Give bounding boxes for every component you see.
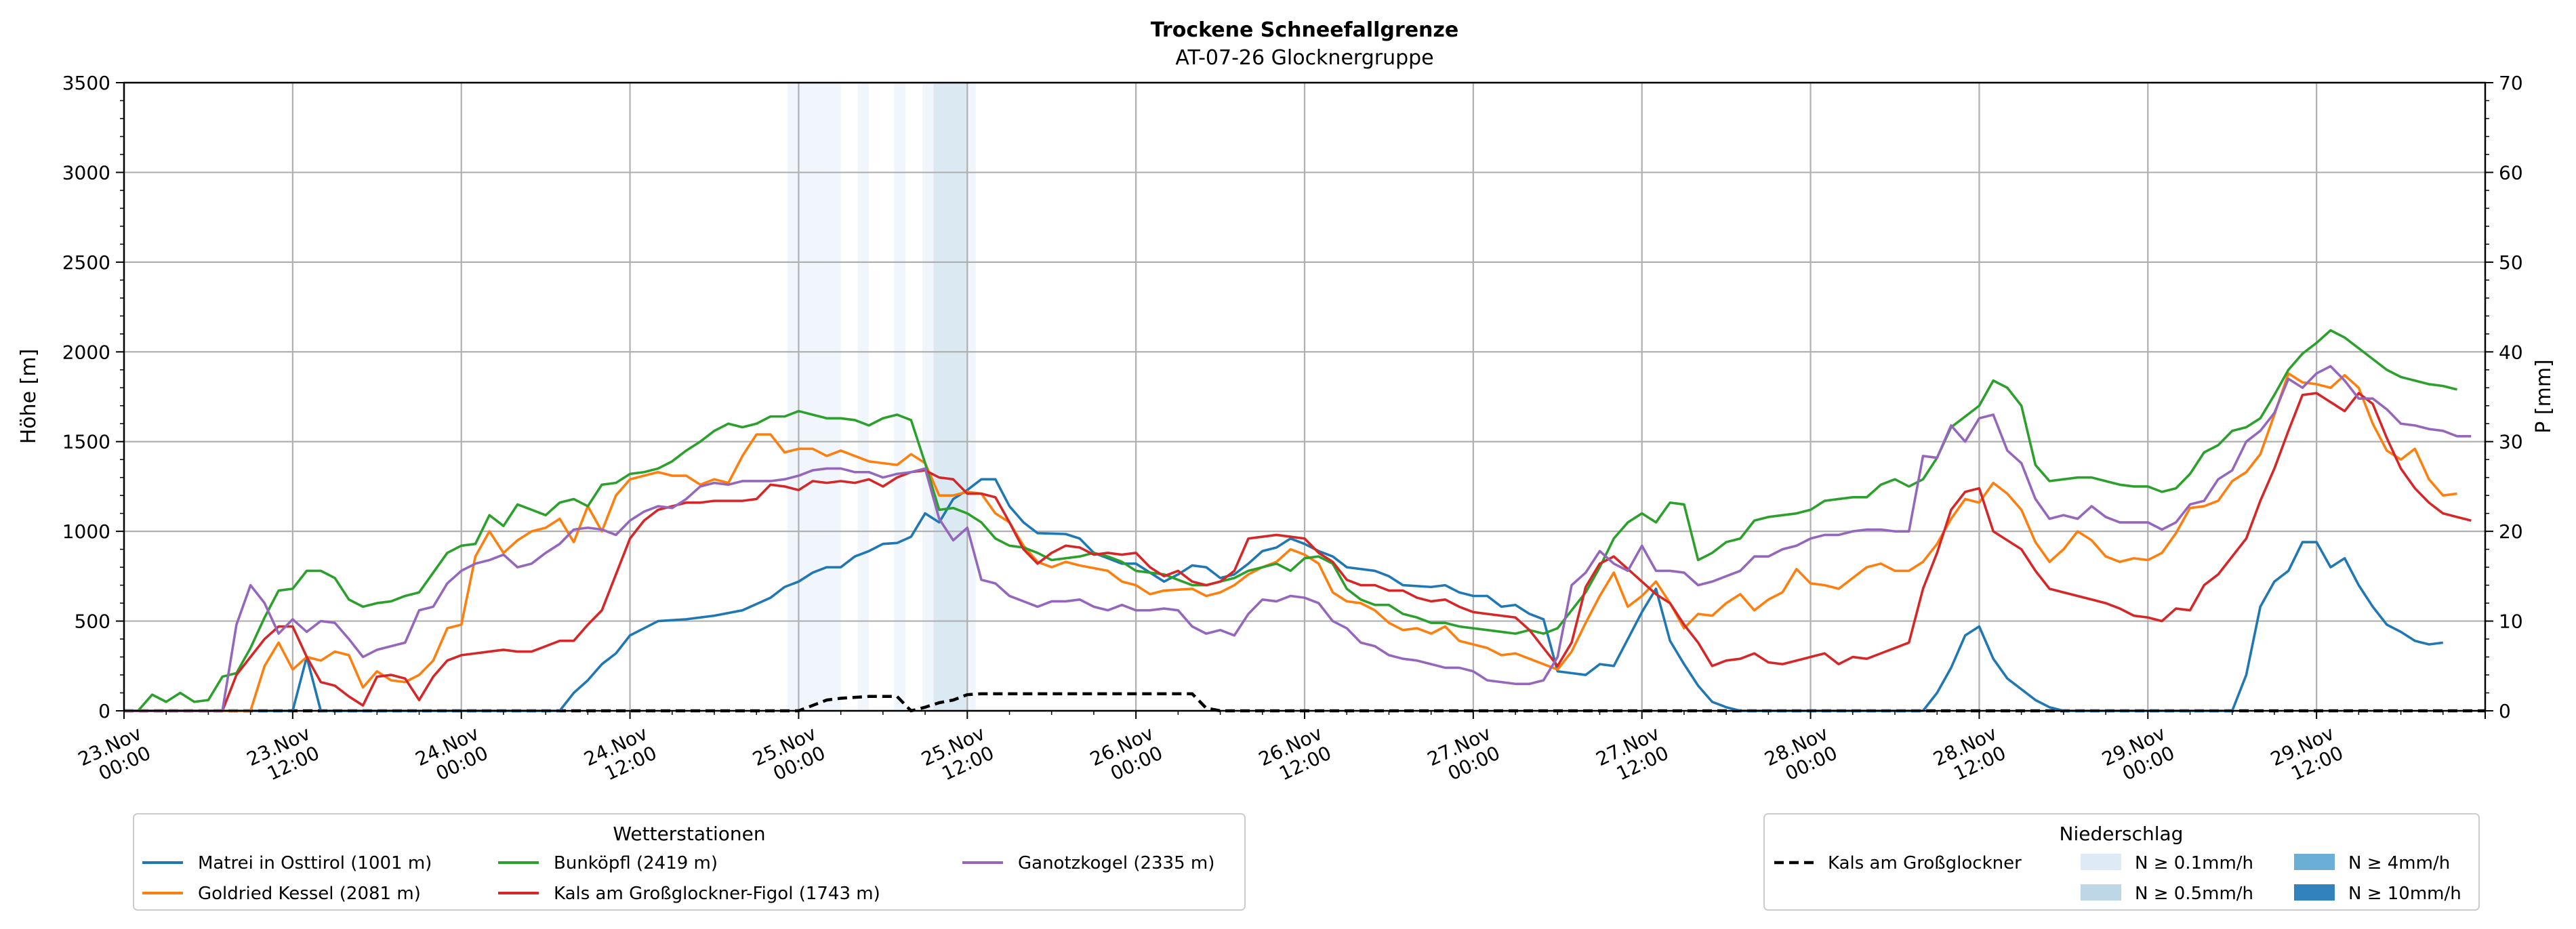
x-tick-label: 27.Nov12:00 [1593, 722, 1672, 790]
x-tick-label: 26.Nov00:00 [1086, 722, 1166, 790]
y-tick-label: 2000 [62, 341, 110, 363]
x-tick-label: 23.Nov00:00 [75, 722, 154, 790]
precip-series [124, 692, 2485, 713]
axes: 0 500 1000 1500 2000 2500 3000 3500 0 10 20 30 40 50 6… [62, 72, 2523, 790]
x-tick-label: 25.Nov00:00 [750, 722, 829, 790]
y2-tick-label: 60 [2499, 161, 2523, 184]
x-tick-label: 27.Nov00:00 [1424, 722, 1503, 790]
station-legend-label: Kals am Großglockner-Figol (1743 m) [554, 884, 880, 904]
y2-axis-label: P [mm] [2532, 359, 2556, 433]
y-tick-label: 1000 [62, 520, 110, 543]
precip-legend-swatch [2081, 884, 2121, 901]
precipitation-bands [787, 83, 976, 711]
precip-band [933, 83, 968, 711]
precip-legend: Niederschlag Kals am Großglockner N ≥ 0.… [1763, 813, 2480, 911]
x-tick-label: 29.Nov00:00 [2098, 722, 2178, 790]
x-tick-label: 23.Nov12:00 [243, 722, 323, 790]
precip-legend-series-label: Kals am Großglockner [1828, 853, 2022, 873]
station-legend-label: Matrei in Osttirol (1001 m) [198, 853, 432, 873]
precip-band [894, 83, 906, 711]
series-line-4 [124, 392, 2472, 712]
precip-legend-title: Niederschlag [2060, 823, 2184, 845]
y2-tick-label: 0 [2499, 700, 2511, 722]
precip-legend-label: N ≥ 0.5mm/h [2135, 884, 2253, 904]
y-tick-label: 0 [98, 700, 110, 722]
y-tick-label: 3500 [62, 72, 110, 94]
series-line-1 [124, 478, 2444, 712]
series-line-3 [124, 329, 2457, 712]
x-tick-label: 24.Nov00:00 [412, 722, 491, 790]
precip-legend-label: N ≥ 0.1mm/h [2135, 853, 2253, 873]
grid-lines [123, 81, 2485, 712]
precip-legend-label: N ≥ 4mm/h [2348, 853, 2450, 873]
y2-tick-label: 10 [2499, 611, 2523, 633]
precip-band [831, 83, 841, 711]
precip-band [815, 83, 832, 711]
y2-tick-label: 50 [2499, 251, 2523, 274]
chart-subtitle: AT-07-26 Glocknergruppe [1175, 46, 1433, 70]
y2-tick-label: 20 [2499, 520, 2523, 543]
y-tick-label: 1500 [62, 431, 110, 453]
precip-band [787, 83, 816, 711]
precip-legend-swatch [2081, 854, 2121, 870]
y-axis-label: Höhe [m] [17, 349, 41, 445]
y2-tick-label: 30 [2499, 431, 2523, 453]
series-line-5 [124, 365, 2472, 712]
precip-band [857, 83, 870, 711]
x-tick-label: 28.Nov00:00 [1761, 722, 1841, 790]
precip-line [124, 692, 2485, 713]
x-tick-label: 28.Nov12:00 [1930, 722, 2009, 790]
x-tick-label: 24.Nov12:00 [581, 722, 660, 790]
y-tick-label: 2500 [62, 251, 110, 274]
precip-legend-label: N ≥ 10mm/h [2348, 884, 2461, 904]
y-tick-label: 500 [75, 611, 110, 633]
x-tick-label: 29.Nov12:00 [2267, 722, 2346, 790]
station-legend-label: Ganotzkogel (2335 m) [1018, 853, 1214, 873]
precip-legend-swatch [2294, 884, 2335, 901]
x-tick-label: 25.Nov12:00 [918, 722, 997, 790]
station-legend-label: Bunköpfl (2419 m) [554, 853, 718, 873]
y2-tick-label: 40 [2499, 341, 2523, 363]
x-tick-label: 26.Nov12:00 [1255, 722, 1334, 790]
station-legend-title: Wetterstationen [613, 823, 765, 845]
series-line-2 [124, 372, 2457, 712]
station-legend-label: Goldried Kessel (2081 m) [198, 884, 421, 904]
y-tick-label: 3000 [62, 161, 110, 184]
precip-band [922, 83, 934, 711]
precip-band [967, 83, 976, 711]
y2-tick-label: 70 [2499, 72, 2523, 94]
chart-title: Trockene Schneefallgrenze [1151, 18, 1458, 42]
station-series [124, 329, 2472, 712]
station-legend: Wetterstationen Matrei in Osttirol (1001… [133, 813, 1246, 911]
precip-legend-swatch [2294, 854, 2335, 870]
station-legend-box [133, 813, 1246, 911]
